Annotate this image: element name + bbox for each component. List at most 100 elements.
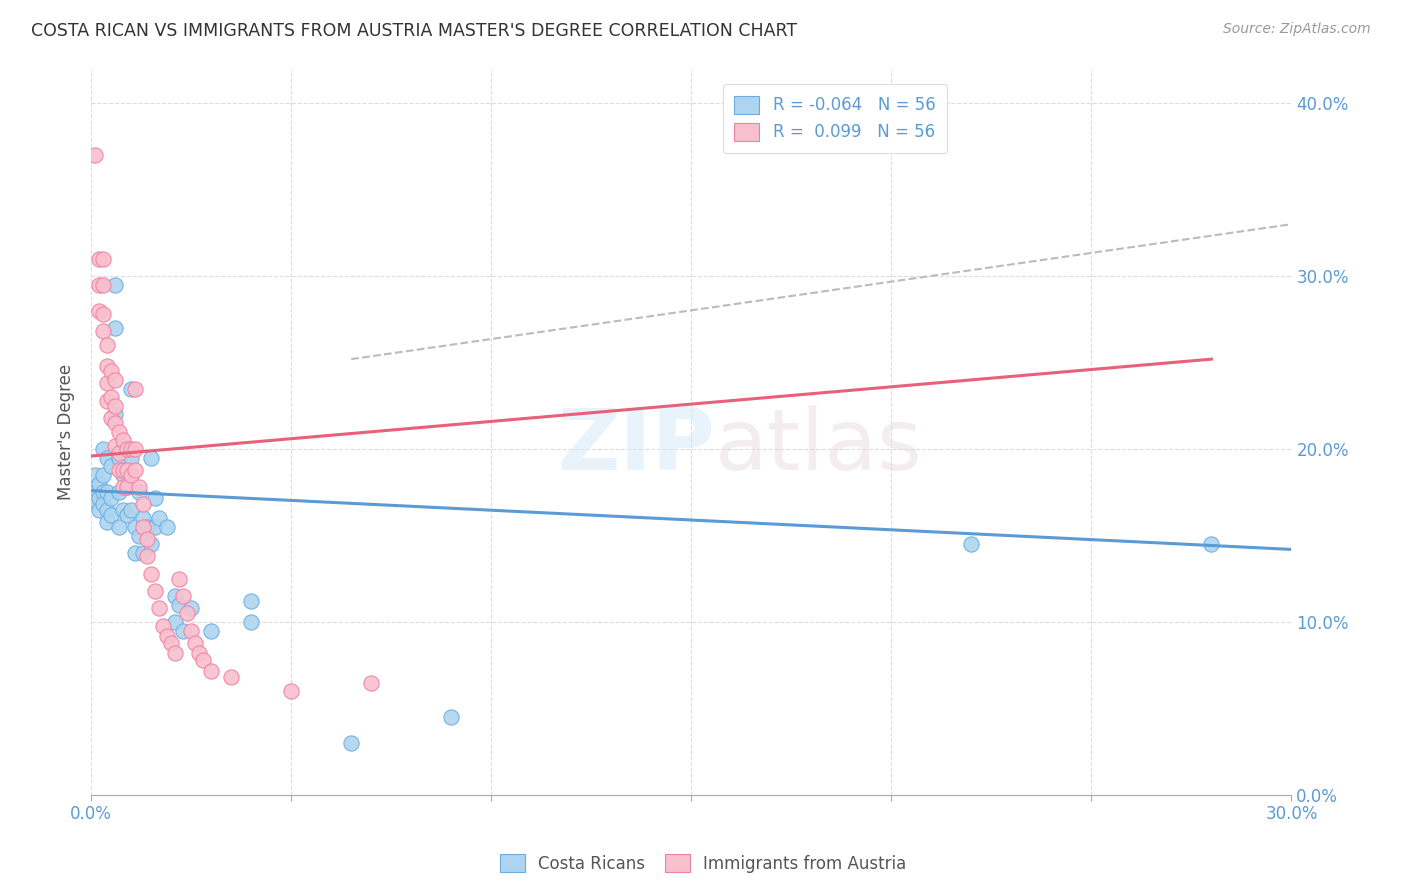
Point bbox=[160, 636, 183, 650]
Point bbox=[96, 485, 118, 500]
Point bbox=[84, 468, 107, 483]
Point bbox=[124, 442, 146, 456]
Point bbox=[148, 601, 170, 615]
Point bbox=[193, 653, 215, 667]
Point bbox=[124, 520, 146, 534]
Point bbox=[115, 480, 138, 494]
Point bbox=[89, 476, 111, 491]
Point bbox=[112, 463, 135, 477]
Point bbox=[143, 520, 166, 534]
Point bbox=[165, 589, 187, 603]
Point bbox=[91, 442, 114, 456]
Point bbox=[120, 468, 142, 483]
Point bbox=[104, 373, 127, 387]
Point bbox=[91, 307, 114, 321]
Point bbox=[172, 589, 194, 603]
Point bbox=[184, 636, 207, 650]
Point bbox=[84, 485, 107, 500]
Point bbox=[120, 450, 142, 465]
Point bbox=[128, 528, 150, 542]
Y-axis label: Master's Degree: Master's Degree bbox=[58, 364, 75, 500]
Point bbox=[89, 303, 111, 318]
Point bbox=[360, 675, 382, 690]
Point bbox=[96, 376, 118, 391]
Point bbox=[89, 491, 111, 505]
Point bbox=[141, 450, 163, 465]
Point bbox=[108, 485, 131, 500]
Point bbox=[240, 615, 263, 629]
Point bbox=[143, 491, 166, 505]
Point bbox=[100, 459, 122, 474]
Point bbox=[104, 439, 127, 453]
Point bbox=[100, 364, 122, 378]
Point bbox=[104, 416, 127, 430]
Point bbox=[115, 463, 138, 477]
Point bbox=[108, 463, 131, 477]
Point bbox=[108, 450, 131, 465]
Point bbox=[120, 382, 142, 396]
Point bbox=[960, 537, 983, 551]
Text: COSTA RICAN VS IMMIGRANTS FROM AUSTRIA MASTER'S DEGREE CORRELATION CHART: COSTA RICAN VS IMMIGRANTS FROM AUSTRIA M… bbox=[31, 22, 797, 40]
Point bbox=[136, 520, 159, 534]
Point bbox=[280, 684, 302, 698]
Point bbox=[84, 494, 107, 508]
Point bbox=[124, 382, 146, 396]
Point bbox=[165, 646, 187, 660]
Point bbox=[108, 520, 131, 534]
Point bbox=[132, 511, 155, 525]
Point bbox=[172, 624, 194, 638]
Point bbox=[340, 736, 363, 750]
Point bbox=[180, 601, 202, 615]
Point bbox=[440, 710, 463, 724]
Point bbox=[112, 480, 135, 494]
Point bbox=[124, 546, 146, 560]
Point bbox=[1201, 537, 1223, 551]
Point bbox=[176, 607, 198, 621]
Point bbox=[104, 408, 127, 422]
Point bbox=[132, 520, 155, 534]
Text: Source: ZipAtlas.com: Source: ZipAtlas.com bbox=[1223, 22, 1371, 37]
Point bbox=[89, 252, 111, 266]
Point bbox=[89, 502, 111, 516]
Point bbox=[89, 277, 111, 292]
Point bbox=[124, 463, 146, 477]
Point bbox=[100, 390, 122, 404]
Point bbox=[104, 321, 127, 335]
Point bbox=[136, 549, 159, 564]
Point bbox=[104, 277, 127, 292]
Point bbox=[128, 480, 150, 494]
Point bbox=[91, 325, 114, 339]
Point bbox=[112, 468, 135, 483]
Point bbox=[148, 511, 170, 525]
Point bbox=[91, 468, 114, 483]
Point bbox=[100, 411, 122, 425]
Point bbox=[200, 664, 222, 678]
Point bbox=[165, 615, 187, 629]
Point bbox=[112, 502, 135, 516]
Point bbox=[100, 491, 122, 505]
Point bbox=[91, 498, 114, 512]
Point bbox=[100, 508, 122, 522]
Point bbox=[200, 624, 222, 638]
Text: atlas: atlas bbox=[716, 405, 924, 488]
Point bbox=[240, 594, 263, 608]
Point bbox=[91, 252, 114, 266]
Point bbox=[84, 148, 107, 162]
Point bbox=[156, 520, 179, 534]
Point bbox=[115, 508, 138, 522]
Point bbox=[112, 434, 135, 448]
Point bbox=[115, 442, 138, 456]
Point bbox=[219, 670, 242, 684]
Point bbox=[96, 393, 118, 408]
Point bbox=[156, 629, 179, 643]
Point bbox=[104, 399, 127, 413]
Point bbox=[136, 532, 159, 546]
Point bbox=[115, 480, 138, 494]
Point bbox=[96, 450, 118, 465]
Point bbox=[180, 624, 202, 638]
Point bbox=[112, 442, 135, 456]
Point bbox=[167, 598, 190, 612]
Point bbox=[120, 502, 142, 516]
Point bbox=[91, 485, 114, 500]
Point bbox=[108, 425, 131, 439]
